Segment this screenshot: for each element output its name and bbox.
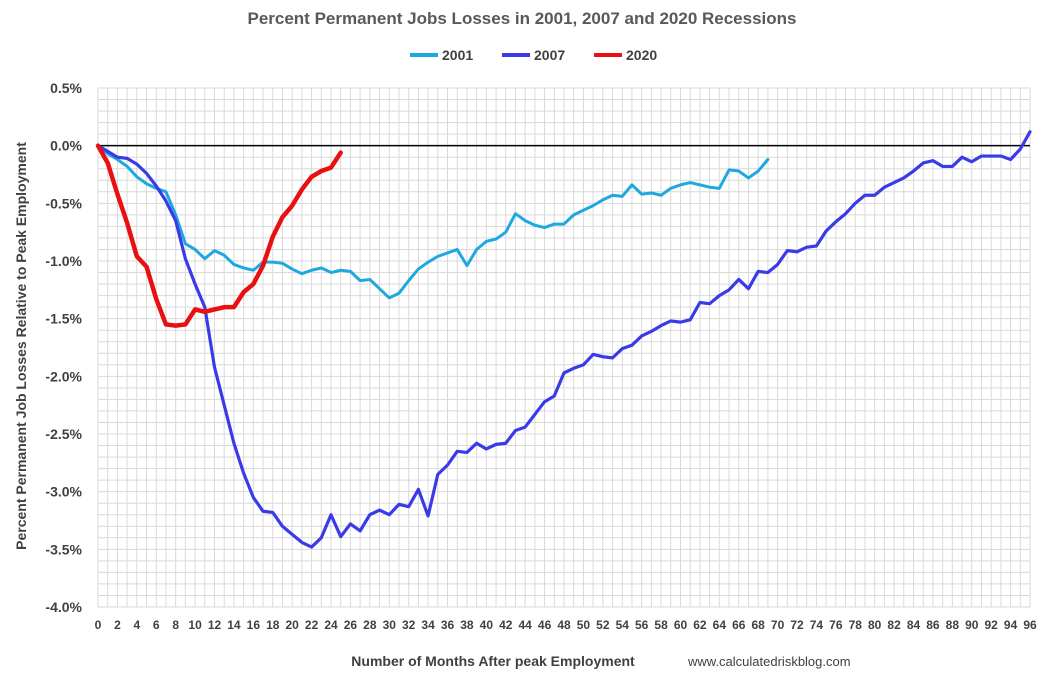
x-tick-label: 6 <box>153 618 160 632</box>
x-tick-label: 30 <box>383 618 397 632</box>
x-tick-label: 84 <box>907 618 921 632</box>
x-tick-label: 58 <box>654 618 668 632</box>
x-tick-label: 92 <box>984 618 998 632</box>
x-tick-label: 24 <box>324 618 338 632</box>
x-tick-label: 74 <box>810 618 824 632</box>
x-tick-label: 52 <box>596 618 610 632</box>
x-tick-label: 76 <box>829 618 843 632</box>
legend-item-2001: 2001 <box>410 47 473 63</box>
y-tick-label: -0.5% <box>45 195 82 211</box>
x-tick-label: 64 <box>713 618 727 632</box>
y-tick-label: -1.0% <box>45 253 82 269</box>
x-tick-label: 10 <box>188 618 202 632</box>
x-tick-label: 96 <box>1023 618 1037 632</box>
y-tick-label: 0.0% <box>50 138 82 154</box>
x-tick-label: 26 <box>344 618 358 632</box>
x-axis-ticks: 0 2 4 6 8 10 12 14 16 18 20 22 24 26 28 30 32 34 36 38 40 42 4… <box>95 618 1037 632</box>
legend-label: 2001 <box>442 47 473 63</box>
x-tick-label: 16 <box>247 618 261 632</box>
x-tick-label: 54 <box>616 618 630 632</box>
series-line-2001 <box>96 144 770 300</box>
x-tick-label: 46 <box>538 618 552 632</box>
x-tick-label: 42 <box>499 618 513 632</box>
x-tick-label: 90 <box>965 618 979 632</box>
x-tick-label: 18 <box>266 618 280 632</box>
legend-item-2020: 2020 <box>594 47 657 63</box>
legend-item-2007: 2007 <box>502 47 565 63</box>
x-tick-label: 20 <box>285 618 299 632</box>
y-tick-label: 0.5% <box>50 80 82 96</box>
y-axis-label: Percent Permanent Job Losses Relative to… <box>13 142 29 550</box>
x-tick-label: 88 <box>946 618 960 632</box>
x-tick-label: 68 <box>751 618 765 632</box>
x-tick-label: 48 <box>557 618 571 632</box>
source-label: www.calculatedriskblog.com <box>687 654 851 669</box>
x-axis-label: Number of Months After peak Employment <box>351 653 635 669</box>
x-tick-label: 14 <box>227 618 241 632</box>
legend-label: 2020 <box>626 47 657 63</box>
x-tick-label: 44 <box>518 618 532 632</box>
x-tick-label: 32 <box>402 618 416 632</box>
x-tick-label: 62 <box>693 618 707 632</box>
x-tick-label: 82 <box>887 618 901 632</box>
x-tick-label: 38 <box>460 618 474 632</box>
x-tick-label: 50 <box>577 618 591 632</box>
x-tick-label: 12 <box>208 618 222 632</box>
x-tick-label: 40 <box>480 618 494 632</box>
grid <box>97 87 1031 608</box>
x-tick-label: 2 <box>114 618 121 632</box>
series-lines <box>95 130 1032 549</box>
chart-title: Percent Permanent Jobs Losses in 2001, 2… <box>247 9 796 28</box>
series-line-2020 <box>95 143 343 328</box>
x-tick-label: 4 <box>133 618 140 632</box>
series-line-2007 <box>96 130 1032 549</box>
x-tick-label: 78 <box>849 618 863 632</box>
legend-label: 2007 <box>534 47 565 63</box>
y-tick-label: -4.0% <box>45 599 82 615</box>
y-tick-label: -2.0% <box>45 368 82 384</box>
x-tick-label: 34 <box>421 618 435 632</box>
x-tick-label: 56 <box>635 618 649 632</box>
y-tick-label: -1.5% <box>45 311 82 327</box>
x-tick-label: 60 <box>674 618 688 632</box>
x-tick-label: 8 <box>172 618 179 632</box>
x-tick-label: 72 <box>790 618 804 632</box>
x-tick-label: 66 <box>732 618 746 632</box>
x-tick-label: 22 <box>305 618 319 632</box>
x-tick-label: 28 <box>363 618 377 632</box>
x-tick-label: 70 <box>771 618 785 632</box>
x-tick-label: 36 <box>441 618 455 632</box>
x-tick-label: 86 <box>926 618 940 632</box>
y-tick-label: -3.0% <box>45 484 82 500</box>
x-tick-label: 80 <box>868 618 882 632</box>
x-tick-label: 0 <box>95 618 102 632</box>
y-tick-label: -2.5% <box>45 426 82 442</box>
y-axis-ticks: 0.5% 0.0% -0.5% -1.0% -1.5% -2.0% -2.5% -3.0% -3… <box>45 80 82 615</box>
x-tick-label: 94 <box>1004 618 1018 632</box>
legend: 2001 2007 2020 <box>410 47 657 63</box>
y-tick-label: -3.5% <box>45 541 82 557</box>
